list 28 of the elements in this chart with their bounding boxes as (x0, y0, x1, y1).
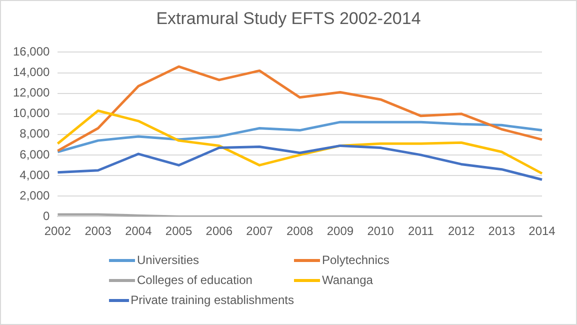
y-tick-label: 12,000 (13, 86, 50, 100)
x-tick-label: 2006 (206, 224, 233, 238)
legend-label: Polytechnics (322, 253, 390, 267)
x-tick-label: 2004 (125, 224, 152, 238)
legend-label: Colleges of education (137, 273, 252, 287)
x-tick-label: 2008 (286, 224, 314, 238)
x-tick-label: 2011 (408, 224, 434, 238)
y-tick-label: 16,000 (13, 44, 50, 59)
x-tick-label: 2013 (488, 224, 516, 238)
x-tick-label: 2012 (448, 224, 475, 238)
y-tick-label: 8,000 (20, 126, 50, 141)
y-tick-label: 4,000 (20, 168, 50, 182)
x-tick-label: 2014 (528, 224, 556, 238)
x-tick-label: 2002 (44, 224, 72, 238)
x-tick-label: 2009 (326, 224, 354, 238)
legend-label: Private training establishments (130, 293, 294, 307)
y-tick-label: 2,000 (20, 188, 50, 202)
x-tick-label: 2010 (367, 224, 394, 238)
legend-label: Universities (137, 253, 200, 267)
y-tick-label: 0 (43, 208, 50, 223)
chart-title: Extramural Study EFTS 2002-2014 (155, 9, 422, 29)
y-tick-label: 14,000 (13, 65, 50, 80)
y-tick-label: 10,000 (13, 106, 50, 120)
y-tick-label: 6,000 (20, 147, 50, 162)
x-tick-label: 2005 (165, 224, 192, 238)
legend-label: Wananga (322, 273, 373, 287)
x-tick-label: 2007 (246, 224, 274, 238)
x-tick-label: 2003 (84, 224, 112, 238)
